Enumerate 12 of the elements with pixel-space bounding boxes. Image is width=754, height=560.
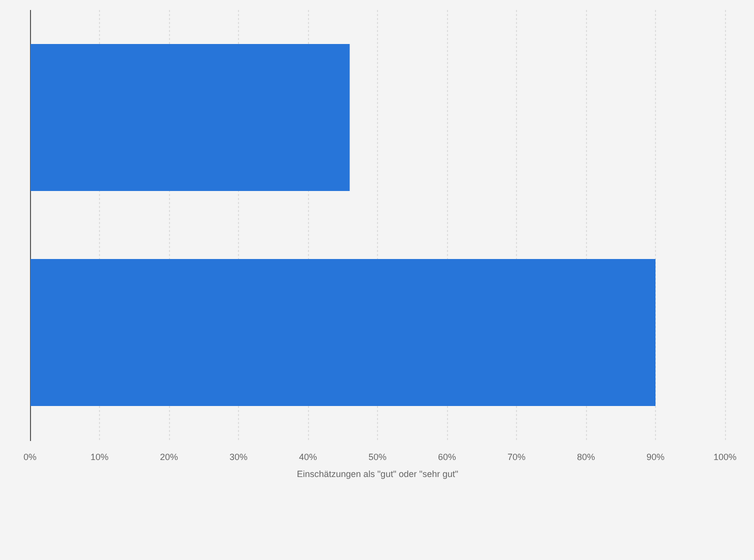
x-tick-label: 20%	[160, 452, 178, 462]
x-tick-label: 70%	[507, 452, 526, 462]
x-tick-label: 30%	[229, 452, 248, 462]
x-tick-label: 60%	[438, 452, 456, 462]
x-tick-label: 100%	[713, 452, 737, 462]
x-tick-label: 0%	[23, 452, 37, 462]
x-tick-label: 80%	[576, 452, 596, 462]
x-tick-label: 10%	[90, 452, 109, 462]
x-tick-label: 50%	[368, 452, 387, 462]
x-axis-title: Einschätzungen als "gut" oder "sehr gut"	[296, 469, 458, 480]
x-tick-label: 90%	[646, 452, 665, 462]
x-tick-label: 40%	[298, 452, 318, 462]
